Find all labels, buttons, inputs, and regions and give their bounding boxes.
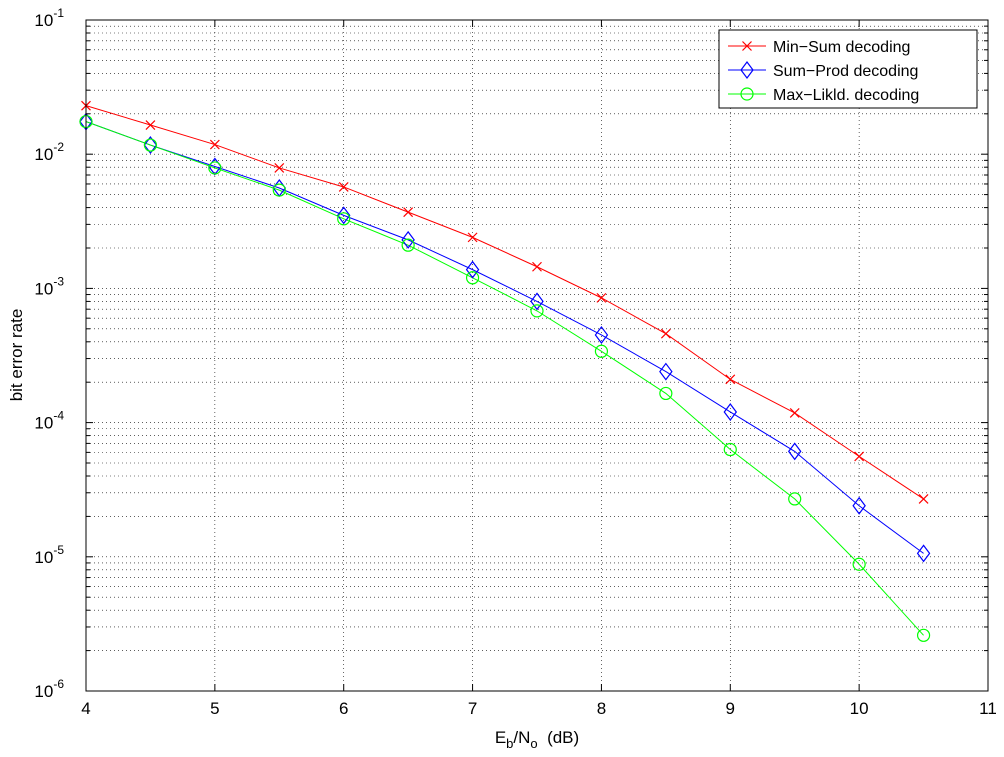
data-point-diamond bbox=[336, 206, 351, 225]
y-tick-labels: 10-6 10-5 10-4 10-3 10-2 10-1 bbox=[34, 6, 64, 701]
data-point-x bbox=[145, 120, 156, 130]
y-tick-label: 10-2 bbox=[34, 140, 64, 164]
data-point-x bbox=[274, 163, 285, 173]
data-point-diamond bbox=[530, 292, 544, 311]
data-point-diamond bbox=[659, 362, 673, 381]
data-point-diamond bbox=[723, 402, 738, 421]
data-point-diamond bbox=[401, 230, 415, 249]
series-markers bbox=[79, 100, 931, 642]
plot-frame bbox=[85, 19, 989, 692]
y-tick-label: 10-3 bbox=[34, 274, 64, 298]
data-point-circle bbox=[465, 271, 480, 285]
y-tick-label: 10-5 bbox=[34, 543, 64, 567]
data-point-x bbox=[660, 328, 671, 339]
y-tick-label: 10-1 bbox=[34, 6, 64, 30]
x-tick-label: 9 bbox=[726, 699, 735, 718]
x-tick-label: 7 bbox=[468, 699, 477, 718]
legend-marker-circle bbox=[740, 87, 754, 101]
data-point-diamond bbox=[787, 442, 802, 461]
data-point-circle bbox=[208, 161, 222, 175]
series-line-circle bbox=[85, 121, 924, 636]
x-tick-label: 6 bbox=[339, 699, 348, 718]
data-point-x bbox=[532, 261, 542, 272]
data-point-x bbox=[596, 292, 607, 303]
data-point-diamond bbox=[143, 136, 158, 155]
series-line-x bbox=[85, 105, 924, 500]
legend-box bbox=[718, 29, 978, 109]
data-point-x bbox=[918, 493, 929, 504]
data-point-diamond bbox=[852, 496, 866, 515]
data-point-x bbox=[403, 207, 414, 218]
legend-marker-x bbox=[742, 41, 752, 51]
legend-entry-label: Min−Sum decoding bbox=[773, 39, 910, 56]
data-point-circle bbox=[659, 386, 673, 401]
series-line-diamond bbox=[85, 121, 924, 554]
data-point-circle bbox=[852, 557, 866, 571]
legend: Min−Sum decoding Sum−Prod decoding Max−Lik… bbox=[718, 29, 978, 109]
data-point-circle bbox=[916, 628, 931, 642]
y-tick-label: 10-6 bbox=[34, 677, 64, 701]
data-point-x bbox=[209, 139, 220, 150]
data-point-circle bbox=[272, 183, 286, 197]
x-tick-label: 10 bbox=[850, 699, 869, 718]
data-point-x bbox=[338, 182, 349, 192]
data-point-x bbox=[854, 451, 865, 462]
data-point-circle bbox=[594, 344, 609, 358]
data-point-diamond bbox=[465, 260, 480, 279]
data-point-diamond bbox=[916, 544, 931, 563]
data-point-circle bbox=[530, 304, 544, 318]
y-axis-label: bit error rate bbox=[7, 309, 26, 402]
legend-entry-label: Sum−Prod decoding bbox=[773, 63, 918, 80]
x-tick-label: 8 bbox=[597, 699, 606, 718]
data-point-circle bbox=[337, 212, 351, 226]
data-point-x bbox=[725, 374, 736, 385]
legend-entry-label: Max−Likld. decoding bbox=[773, 87, 919, 104]
series-lines bbox=[85, 105, 924, 636]
x-tick-label: 11 bbox=[979, 699, 997, 718]
data-point-circle bbox=[788, 492, 802, 506]
data-point-circle bbox=[401, 238, 415, 252]
axis-ticks bbox=[85, 20, 989, 691]
x-tick-label: 4 bbox=[81, 699, 90, 718]
x-tick-labels: 4 5 6 7 8 9 10 11 bbox=[81, 699, 997, 718]
data-point-circle bbox=[723, 442, 737, 457]
x-tick-label: 5 bbox=[210, 699, 219, 718]
y-tick-label: 10-4 bbox=[34, 409, 64, 433]
data-point-circle bbox=[143, 138, 158, 152]
data-point-x bbox=[789, 408, 800, 418]
data-point-x bbox=[467, 232, 478, 243]
x-axis-label: Eb/No (dB) bbox=[495, 728, 579, 751]
legend-marker-diamond bbox=[740, 61, 754, 79]
plot-area bbox=[86, 20, 988, 691]
data-point-diamond bbox=[594, 325, 609, 344]
